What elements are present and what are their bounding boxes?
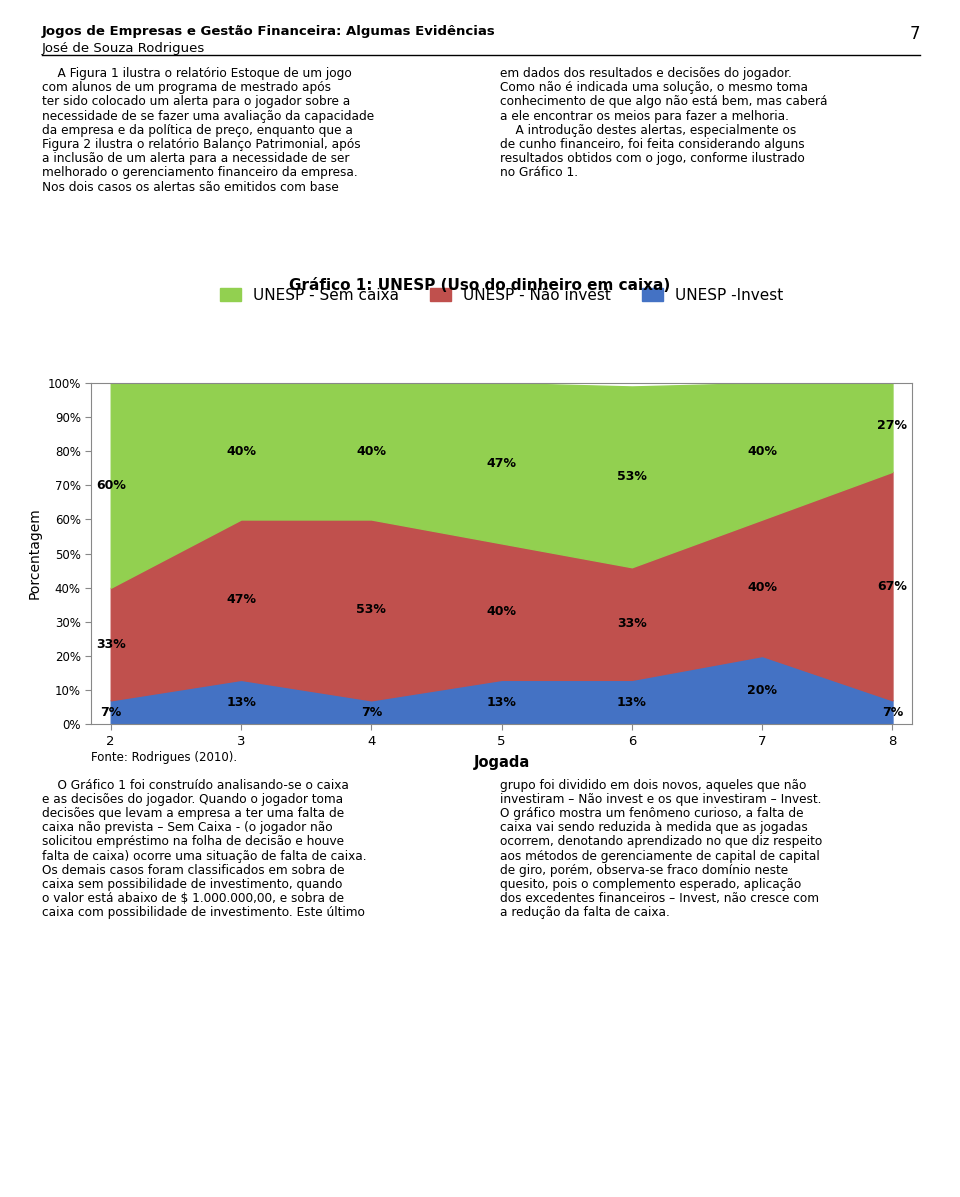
Text: no Gráfico 1.: no Gráfico 1. (500, 166, 578, 180)
Text: 53%: 53% (356, 603, 386, 616)
Text: conhecimento de que algo não está bem, mas caberá: conhecimento de que algo não está bem, m… (500, 96, 828, 109)
Text: em dados dos resultados e decisões do jogador.: em dados dos resultados e decisões do jo… (500, 67, 792, 80)
Legend: UNESP - Sem caixa, UNESP - Não invest, UNESP -Invest: UNESP - Sem caixa, UNESP - Não invest, U… (213, 281, 790, 309)
Text: 40%: 40% (747, 445, 778, 457)
Text: Fonte: Rodrigues (2010).: Fonte: Rodrigues (2010). (91, 751, 237, 764)
Text: Como não é indicada uma solução, o mesmo toma: Como não é indicada uma solução, o mesmo… (500, 81, 808, 95)
Text: 67%: 67% (877, 579, 907, 593)
Text: caixa vai sendo reduzida à medida que as jogadas: caixa vai sendo reduzida à medida que as… (500, 821, 807, 834)
Text: e as decisões do jogador. Quando o jogador toma: e as decisões do jogador. Quando o jogad… (42, 792, 343, 806)
Text: 40%: 40% (356, 445, 386, 457)
Text: 13%: 13% (227, 695, 256, 709)
Text: 40%: 40% (226, 445, 256, 457)
Text: o valor está abaixo de $ 1.000.000,00, e sobra de: o valor está abaixo de $ 1.000.000,00, e… (42, 892, 344, 905)
Text: resultados obtidos com o jogo, conforme ilustrado: resultados obtidos com o jogo, conforme … (500, 152, 804, 165)
Text: solicitou empréstimo na folha de decisão e houve: solicitou empréstimo na folha de decisão… (42, 836, 344, 849)
Text: de giro, porém, observa-se fraco domínio neste: de giro, porém, observa-se fraco domínio… (500, 864, 788, 876)
Text: 47%: 47% (226, 594, 256, 606)
Text: 20%: 20% (747, 683, 778, 697)
Text: aos métodos de gerenciamente de capital de capital: aos métodos de gerenciamente de capital … (500, 850, 820, 863)
X-axis label: Jogada: Jogada (473, 754, 530, 770)
Text: investiram – Não invest e os que investiram – Invest.: investiram – Não invest e os que investi… (500, 792, 822, 806)
Text: de cunho financeiro, foi feita considerando alguns: de cunho financeiro, foi feita considera… (500, 138, 804, 151)
Y-axis label: Porcentagem: Porcentagem (28, 508, 42, 600)
Text: 47%: 47% (487, 457, 516, 469)
Text: melhorado o gerenciamento financeiro da empresa.: melhorado o gerenciamento financeiro da … (42, 166, 358, 180)
Text: dos excedentes financeiros – Invest, não cresce com: dos excedentes financeiros – Invest, não… (500, 892, 819, 905)
Text: O gráfico mostra um fenômeno curioso, a falta de: O gráfico mostra um fenômeno curioso, a … (500, 807, 804, 820)
Text: Gráfico 1: UNESP (Uso do dinheiro em caixa): Gráfico 1: UNESP (Uso do dinheiro em cai… (289, 278, 671, 293)
Text: caixa sem possibilidade de investimento, quando: caixa sem possibilidade de investimento,… (42, 877, 343, 891)
Text: a ele encontrar os meios para fazer a melhoria.: a ele encontrar os meios para fazer a me… (500, 110, 789, 122)
Text: 13%: 13% (487, 695, 516, 709)
Text: 7%: 7% (882, 706, 903, 718)
Text: A introdução destes alertas, especialmente os: A introdução destes alertas, especialmen… (500, 123, 796, 136)
Text: 53%: 53% (617, 470, 647, 484)
Text: Figura 2 ilustra o relatório Balanço Patrimonial, após: Figura 2 ilustra o relatório Balanço Pat… (42, 138, 361, 151)
Text: grupo foi dividido em dois novos, aqueles que não: grupo foi dividido em dois novos, aquele… (500, 778, 806, 791)
Text: 60%: 60% (96, 479, 126, 492)
Text: decisões que levam a empresa a ter uma falta de: decisões que levam a empresa a ter uma f… (42, 807, 344, 820)
Text: caixa não prevista – Sem Caixa - (o jogador não: caixa não prevista – Sem Caixa - (o joga… (42, 821, 332, 834)
Text: 7%: 7% (100, 706, 121, 718)
Text: 33%: 33% (96, 638, 126, 650)
Text: com alunos de um programa de mestrado após: com alunos de um programa de mestrado ap… (42, 81, 331, 95)
Text: 7: 7 (909, 25, 920, 43)
Text: 33%: 33% (617, 616, 647, 630)
Text: Jogos de Empresas e Gestão Financeira: Algumas Evidências: Jogos de Empresas e Gestão Financeira: A… (42, 25, 495, 38)
Text: Os demais casos foram classificados em sobra de: Os demais casos foram classificados em s… (42, 864, 345, 876)
Text: a redução da falta de caixa.: a redução da falta de caixa. (500, 906, 670, 919)
Text: 40%: 40% (487, 606, 516, 618)
Text: José de Souza Rodrigues: José de Souza Rodrigues (42, 42, 205, 55)
Text: 7%: 7% (361, 706, 382, 718)
Text: da empresa e da política de preço, enquanto que a: da empresa e da política de preço, enqua… (42, 123, 353, 136)
Text: 27%: 27% (877, 419, 907, 432)
Text: 13%: 13% (617, 695, 647, 709)
Text: ter sido colocado um alerta para o jogador sobre a: ter sido colocado um alerta para o jogad… (42, 96, 350, 109)
Text: A Figura 1 ilustra o relatório Estoque de um jogo: A Figura 1 ilustra o relatório Estoque d… (42, 67, 351, 80)
Text: O Gráfico 1 foi construído analisando-se o caixa: O Gráfico 1 foi construído analisando-se… (42, 778, 348, 791)
Text: necessidade de se fazer uma avaliação da capacidade: necessidade de se fazer uma avaliação da… (42, 110, 374, 122)
Text: a inclusão de um alerta para a necessidade de ser: a inclusão de um alerta para a necessida… (42, 152, 349, 165)
Text: quesito, pois o complemento esperado, aplicação: quesito, pois o complemento esperado, ap… (500, 877, 802, 891)
Text: 40%: 40% (747, 582, 778, 594)
Text: caixa com possibilidade de investimento. Este último: caixa com possibilidade de investimento.… (42, 906, 365, 919)
Text: Nos dois casos os alertas são emitidos com base: Nos dois casos os alertas são emitidos c… (42, 181, 339, 194)
Text: ocorrem, denotando aprendizado no que diz respeito: ocorrem, denotando aprendizado no que di… (500, 836, 823, 849)
Text: falta de caixa) ocorre uma situação de falta de caixa.: falta de caixa) ocorre uma situação de f… (42, 850, 367, 863)
